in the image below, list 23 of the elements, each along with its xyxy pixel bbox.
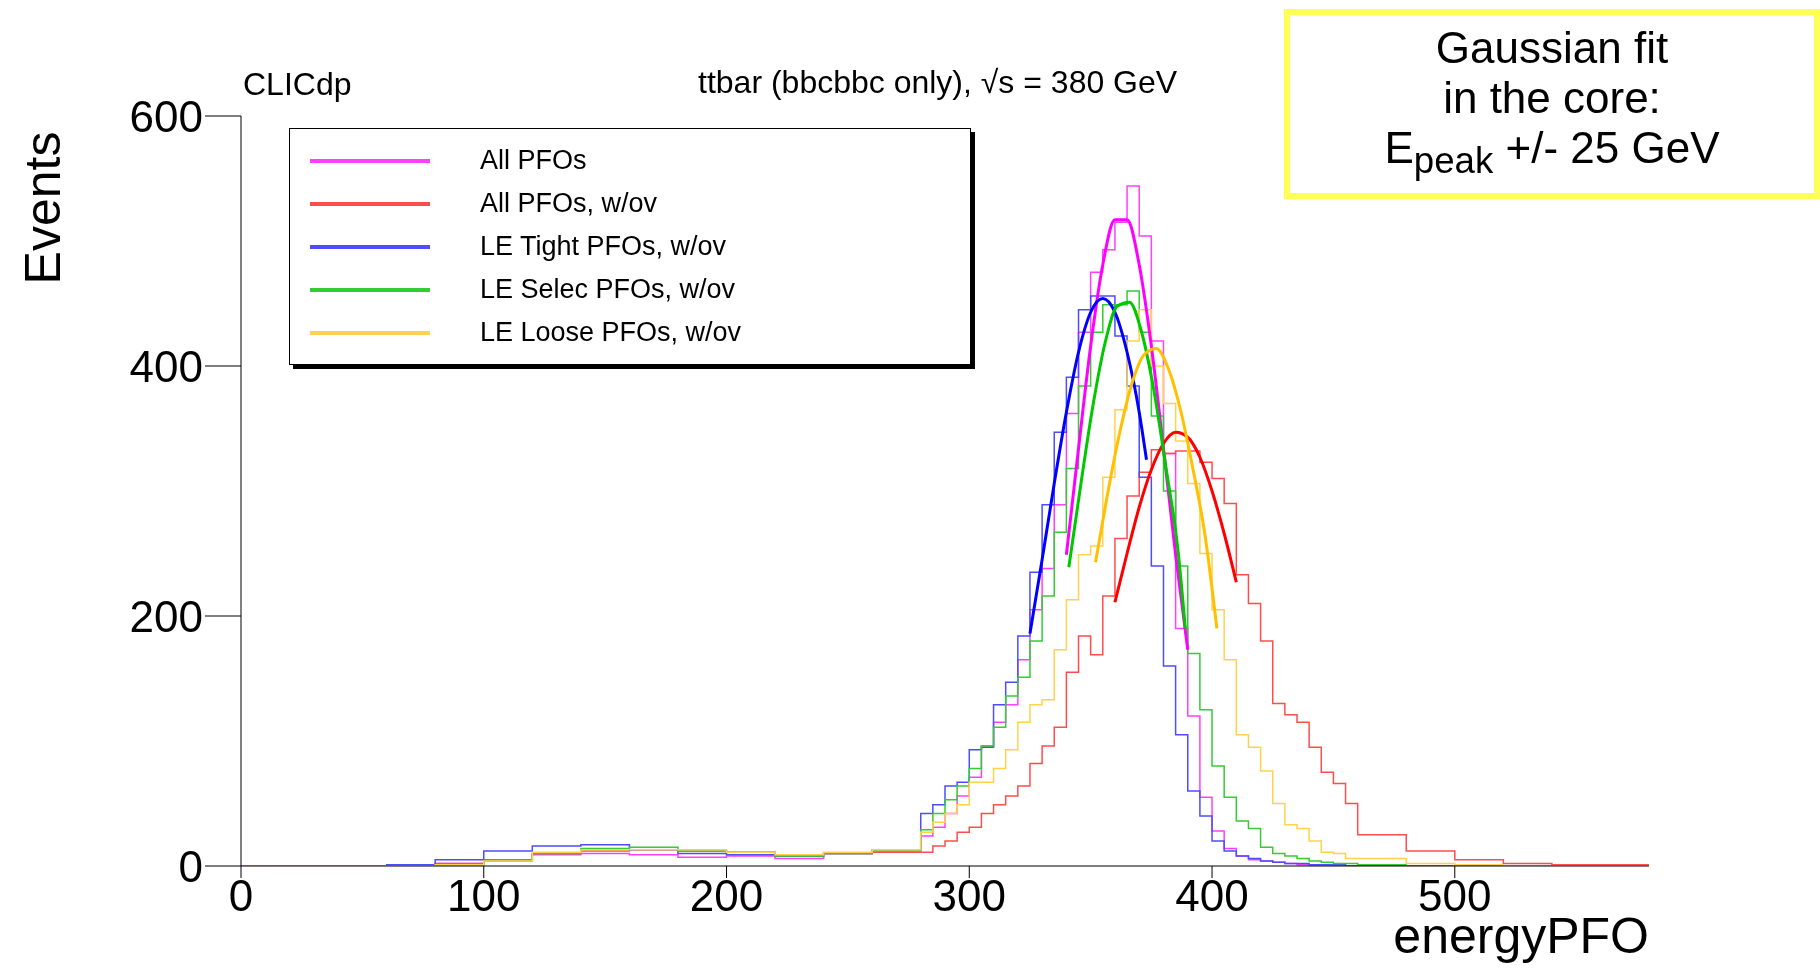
y-tick-label: 400 (129, 341, 203, 391)
line-series (1028, 297, 1148, 635)
y-axis-title: Events (14, 131, 72, 285)
x-tick-label: 100 (447, 871, 521, 921)
x-tick-label: 300 (932, 871, 1006, 921)
annotation: in the core: (1443, 72, 1661, 123)
legend-label: LE Loose PFOs, w/ov (480, 317, 742, 348)
chart-subtitle: ttbar (bbcbbc only), √s = 380 GeV (698, 64, 1178, 101)
y-tick-label: 600 (129, 91, 203, 141)
legend-label: LE Selec PFOs, w/ov (480, 274, 736, 305)
text: CLICdp (243, 66, 352, 103)
line-series (1113, 430, 1238, 604)
line-series (1094, 347, 1219, 630)
x-tick-label: 400 (1175, 871, 1249, 921)
legend-label: All PFOs (480, 145, 587, 176)
y-tick-label: 200 (129, 591, 203, 641)
text: Gaussian fit (1435, 22, 1669, 73)
line-series (1067, 300, 1187, 630)
legend-label: All PFOs, w/ov (480, 188, 658, 219)
legend-label: LE Tight PFOs, w/ov (480, 231, 727, 262)
x-tick-label: 0 (228, 871, 254, 921)
annotation: E$_{peak}$ +/- 25 GeV (1384, 122, 1720, 183)
x-tick-label: 200 (689, 871, 764, 921)
